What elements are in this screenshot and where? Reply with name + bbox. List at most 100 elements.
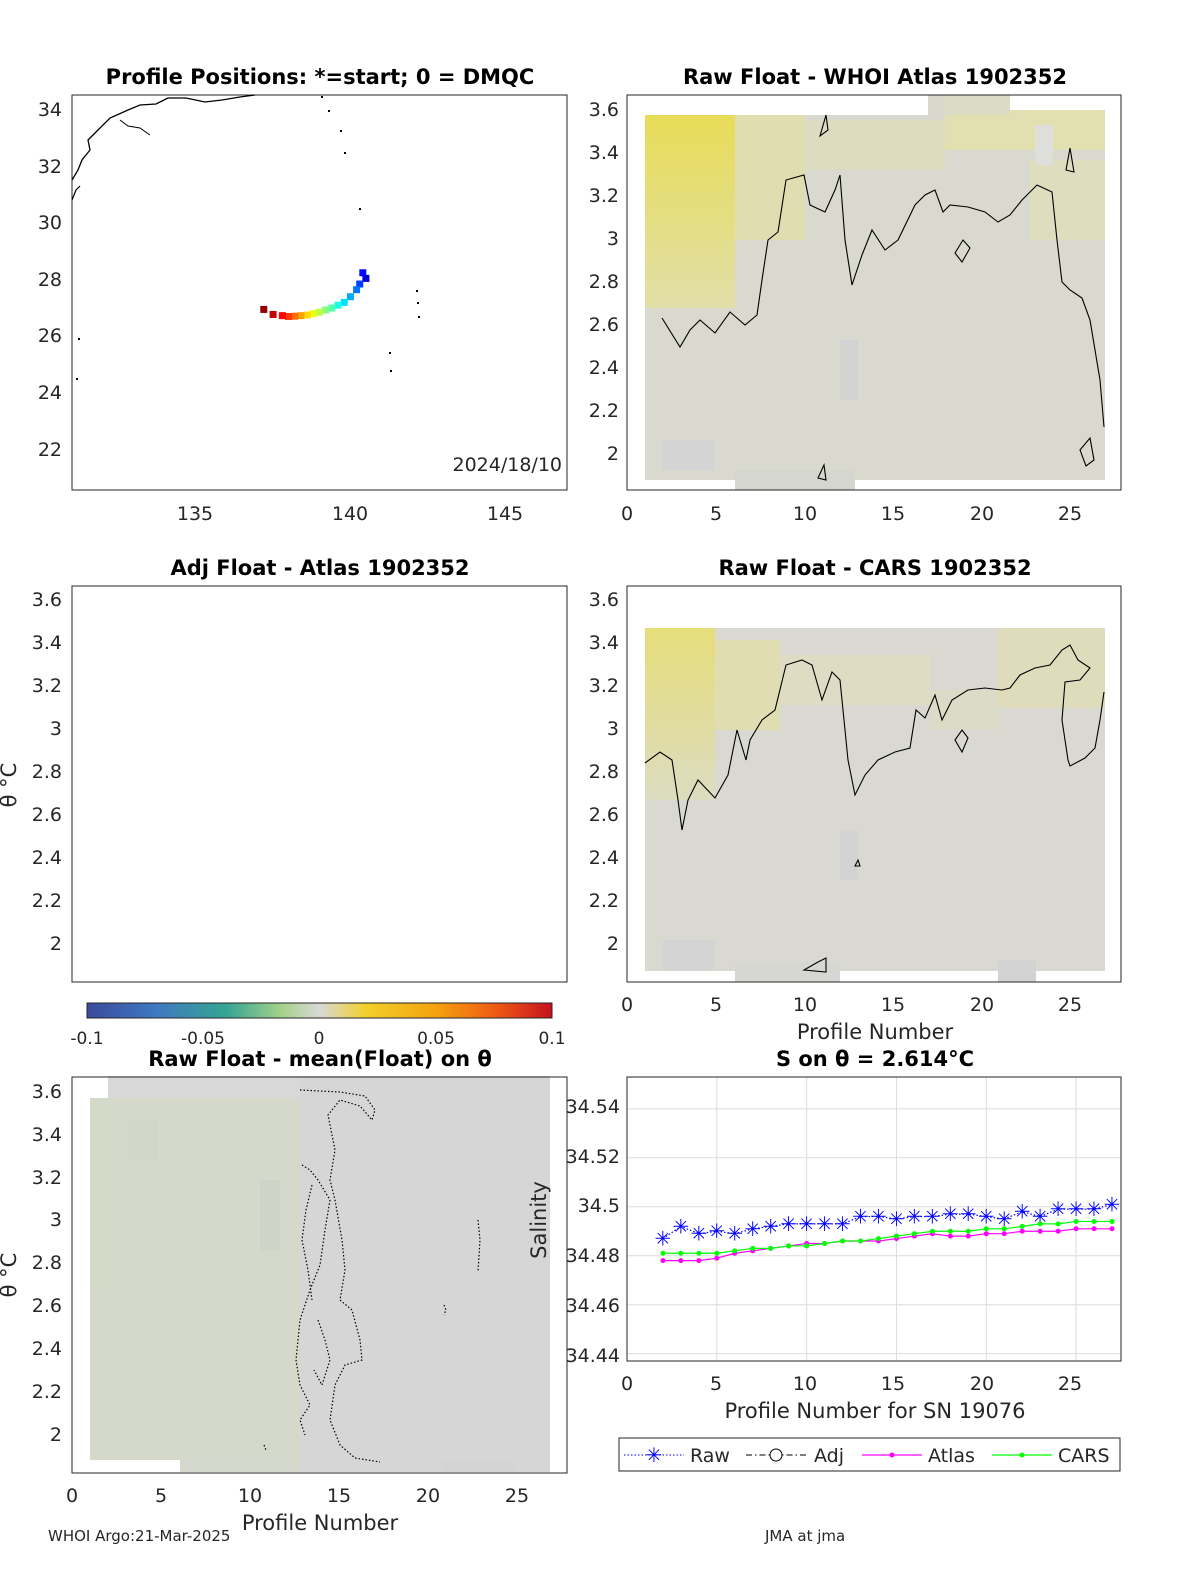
raw-atlas-xtick: 15 (881, 503, 905, 525)
raw-cars-ytick: 2.4 (589, 847, 619, 869)
raw-cars-xtick: 5 (710, 994, 722, 1016)
raw-atlas-ytick: 2.8 (589, 271, 619, 293)
legend-label: Atlas (928, 1445, 975, 1467)
raw-point: ✳ (1086, 1197, 1103, 1221)
raw-cars-title: Raw Float - CARS 1902352 (718, 556, 1031, 580)
series-point-atlas (1001, 1231, 1007, 1237)
coastline (71, 94, 256, 181)
salinity-ylabel: Salinity (527, 1181, 551, 1259)
raw-point: ✳ (655, 1227, 672, 1251)
track-point (359, 269, 367, 277)
map-ytick: 28 (38, 269, 62, 291)
legend-label: CARS (1058, 1445, 1110, 1467)
series-point-cars (911, 1231, 917, 1237)
adj-atlas-ytick: 2.2 (32, 890, 62, 912)
raw-point: ✳ (852, 1205, 869, 1229)
track-point (322, 306, 330, 314)
adj-atlas-ytick: 3 (50, 718, 62, 740)
salinity-axes (626, 1076, 1122, 1362)
raw-mean-ytick: 2.4 (32, 1338, 62, 1360)
raw-atlas-ytick: 2.2 (589, 400, 619, 422)
raw-atlas-yticks: 3.6 3.4 3.2 3 2.8 2.6 2.4 2.2 2 (589, 99, 619, 465)
raw-atlas-ytick: 2 (607, 443, 619, 465)
colorbar-tick: 0.1 (538, 1029, 565, 1049)
raw-point: ✳ (906, 1205, 923, 1229)
colorbar-tick: 0.05 (417, 1029, 455, 1049)
raw-atlas-ytick: 3.4 (589, 142, 619, 164)
track-point (356, 280, 364, 288)
raw-mean-ytick: 2.2 (32, 1381, 62, 1403)
raw-cars-ytick: 2.8 (589, 761, 619, 783)
adj-atlas-ytick: 3.6 (32, 589, 62, 611)
raw-atlas-ytick: 2.4 (589, 357, 619, 379)
raw-point: ✳ (996, 1207, 1013, 1231)
map-ytick: 34 (38, 99, 62, 121)
track-point (303, 311, 311, 319)
raw-cars-yticks: 3.6 3.4 3.2 3 2.8 2.6 2.4 2.2 2 (589, 589, 619, 955)
salinity-ytick: 34.54 (566, 1096, 620, 1118)
raw-mean-contour (263, 1089, 481, 1463)
raw-point: ✳ (816, 1212, 833, 1236)
salinity-xtick: 20 (970, 1373, 994, 1395)
raw-mean-ytick: 2.6 (32, 1295, 62, 1317)
series-point-atlas (965, 1233, 971, 1239)
track-point (340, 298, 348, 306)
raw-cars-xtick: 15 (881, 994, 905, 1016)
track-point (260, 305, 268, 313)
raw-mean-panel: Raw Float - mean(Float) on θ 3.6 3.4 3.2 (0, 1047, 568, 1535)
map-ytick: 26 (38, 325, 62, 347)
raw-point: ✳ (780, 1212, 797, 1236)
series-point-cars (1091, 1218, 1097, 1224)
raw-mean-ytick: 3.4 (32, 1124, 62, 1146)
raw-point: ✳ (1050, 1197, 1067, 1221)
raw-cars-xtick: 0 (621, 994, 633, 1016)
series-point-cars (732, 1248, 738, 1254)
raw-cars-xticks: 0 5 10 15 20 25 (621, 994, 1082, 1016)
salinity-xticks: 0 5 10 15 20 25 (621, 1373, 1082, 1395)
raw-atlas-xtick: 10 (793, 503, 817, 525)
raw-marker-icon: ✳ (646, 1443, 663, 1467)
salinity-xtick: 0 (621, 1373, 633, 1395)
series-point-cars (1109, 1218, 1115, 1224)
track-point (353, 286, 361, 294)
footer-left: WHOI Argo:21-Mar-2025 (48, 1527, 230, 1545)
series-point-atlas (696, 1258, 702, 1264)
raw-point: ✳ (1104, 1192, 1121, 1216)
salinity-ytick: 34.52 (566, 1146, 620, 1168)
map-xtick: 140 (332, 503, 368, 525)
map-title: Profile Positions: *=start; 0 = DMQC (106, 65, 535, 89)
cars-marker-icon (1019, 1452, 1025, 1458)
track-point (328, 304, 336, 312)
adj-atlas-ytick: 2.8 (32, 761, 62, 783)
series-point-cars (893, 1233, 899, 1239)
series-point-cars (840, 1238, 846, 1244)
raw-point: ✳ (744, 1217, 761, 1241)
raw-point: ✳ (960, 1202, 977, 1226)
series-point-atlas (1037, 1228, 1043, 1234)
salinity-ytick: 34.44 (566, 1345, 620, 1367)
colorbar-tick: -0.05 (181, 1029, 225, 1049)
series-point-cars (750, 1245, 756, 1251)
track-point (346, 293, 354, 301)
raw-point: ✳ (924, 1205, 941, 1229)
atlas-marker-icon (889, 1452, 895, 1458)
raw-point: ✳ (978, 1205, 995, 1229)
raw-cars-heatmap (645, 628, 1105, 982)
raw-atlas-axes (626, 94, 1122, 491)
raw-mean-yticks: 3.6 3.4 3.2 3 2.8 2.6 2.4 2.2 2 (32, 1081, 62, 1446)
raw-mean-ytick: 2 (50, 1424, 62, 1446)
raw-mean-xtick: 10 (238, 1485, 262, 1507)
salinity-xtick: 25 (1058, 1373, 1082, 1395)
adj-atlas-title: Adj Float - Atlas 1902352 (170, 556, 469, 580)
raw-atlas-heatmap (645, 95, 1105, 490)
raw-point: ✳ (798, 1212, 815, 1236)
legend-item-raw: ✳ Raw (624, 1443, 730, 1467)
raw-mean-heatmap (90, 1076, 550, 1472)
legend-item-adj: Adj (746, 1445, 844, 1467)
raw-mean-xtick: 25 (505, 1485, 529, 1507)
series-point-cars (678, 1250, 684, 1256)
track-point (291, 312, 299, 320)
raw-point: ✳ (708, 1219, 725, 1243)
raw-cars-ytick: 2 (607, 933, 619, 955)
